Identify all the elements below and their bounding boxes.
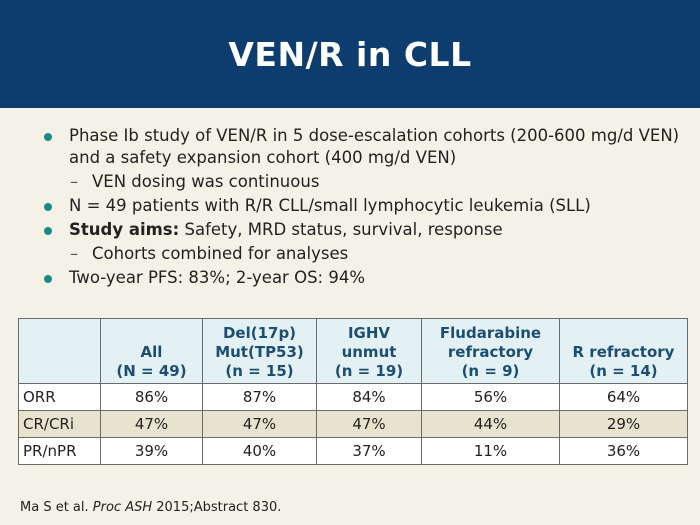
citation-prefix: Ma S et al.: [20, 500, 93, 515]
bullet-dot-icon: [44, 275, 52, 283]
row-label: PR/nPR: [18, 437, 101, 465]
title-bar: VEN/R in CLL: [0, 0, 700, 108]
table-header-row: All (N = 49) Del(17p) Mut(TP53) (n = 15)…: [18, 318, 688, 384]
header-line: IGHV: [347, 324, 391, 342]
header-line: All: [140, 343, 163, 361]
citation: Ma S et al. Proc ASH 2015;Abstract 830.: [20, 500, 281, 515]
table-cell: 47%: [202, 410, 317, 438]
header-line: refractory: [447, 343, 534, 361]
header-cell-del17p: Del(17p) Mut(TP53) (n = 15): [202, 318, 317, 384]
header-cell-all: All (N = 49): [100, 318, 203, 384]
bullet-list: Phase Ib study of VEN/R in 5 dose-escala…: [40, 125, 680, 291]
table-row: CR/CRi 47% 47% 47% 44% 29%: [18, 410, 688, 438]
table-row: ORR 86% 87% 84% 56% 64%: [18, 383, 688, 411]
header-line: (n = 9): [461, 362, 520, 380]
header-line: unmut: [341, 343, 397, 361]
header-line: Fludarabine: [439, 324, 542, 342]
table-cell: 39%: [100, 437, 203, 465]
bullet-item: Phase Ib study of VEN/R in 5 dose-escala…: [40, 125, 680, 169]
header-line: Del(17p): [222, 324, 297, 342]
bullet-bold-label: Study aims:: [69, 220, 180, 239]
dash-icon: –: [70, 244, 79, 263]
table-cell: 36%: [559, 437, 688, 465]
header-line: (n = 15): [225, 362, 294, 380]
table-row: PR/nPR 39% 40% 37% 11% 36%: [18, 437, 688, 465]
bullet-item: N = 49 patients with R/R CLL/small lymph…: [40, 195, 680, 217]
table-cell: 47%: [316, 410, 422, 438]
citation-journal: Proc ASH: [92, 500, 153, 515]
table-cell: 29%: [559, 410, 688, 438]
header-line: Mut(TP53): [215, 343, 304, 361]
header-line: (N = 49): [116, 362, 187, 380]
sub-bullet-item: – Cohorts combined for analyses: [40, 243, 680, 265]
table-cell: 64%: [559, 383, 688, 411]
header-cell-ighv: IGHV unmut (n = 19): [316, 318, 422, 384]
bullet-text: Phase Ib study of VEN/R in 5 dose-escala…: [69, 126, 680, 167]
sub-bullet-item: – VEN dosing was continuous: [40, 171, 680, 193]
slide-title: VEN/R in CLL: [228, 34, 472, 74]
dash-icon: –: [70, 172, 79, 191]
results-table: All (N = 49) Del(17p) Mut(TP53) (n = 15)…: [18, 318, 688, 465]
header-cell-r-refractory: R refractory (n = 14): [559, 318, 688, 384]
header-line: (n = 19): [334, 362, 404, 380]
table-cell: 84%: [316, 383, 422, 411]
header-cell-fludarabine: Fludarabine refractory (n = 9): [421, 318, 560, 384]
header-line: (n = 14): [589, 362, 658, 380]
table-cell: 47%: [100, 410, 203, 438]
table-cell: 40%: [202, 437, 317, 465]
sub-bullet-text: VEN dosing was continuous: [92, 172, 320, 191]
row-label: ORR: [18, 383, 101, 411]
table-cell: 56%: [421, 383, 560, 411]
bullet-text: Two-year PFS: 83%; 2-year OS: 94%: [69, 268, 366, 287]
bullet-text: Safety, MRD status, survival, response: [179, 220, 503, 239]
row-label: CR/CRi: [18, 410, 101, 438]
table-cell: 87%: [202, 383, 317, 411]
bullet-item: Study aims: Safety, MRD status, survival…: [40, 219, 680, 241]
bullet-dot-icon: [44, 133, 52, 141]
citation-suffix: 2015;Abstract 830.: [152, 500, 282, 515]
bullet-item: Two-year PFS: 83%; 2-year OS: 94%: [40, 267, 680, 289]
table-cell: 11%: [421, 437, 560, 465]
bullet-text: N = 49 patients with R/R CLL/small lymph…: [69, 196, 591, 215]
table-cell: 86%: [100, 383, 203, 411]
table-cell: 44%: [421, 410, 560, 438]
sub-bullet-text: Cohorts combined for analyses: [92, 244, 349, 263]
header-cell-empty: [18, 318, 101, 384]
bullet-dot-icon: [44, 227, 52, 235]
header-line: R refractory: [572, 343, 675, 361]
bullet-dot-icon: [44, 203, 52, 211]
table-cell: 37%: [316, 437, 422, 465]
